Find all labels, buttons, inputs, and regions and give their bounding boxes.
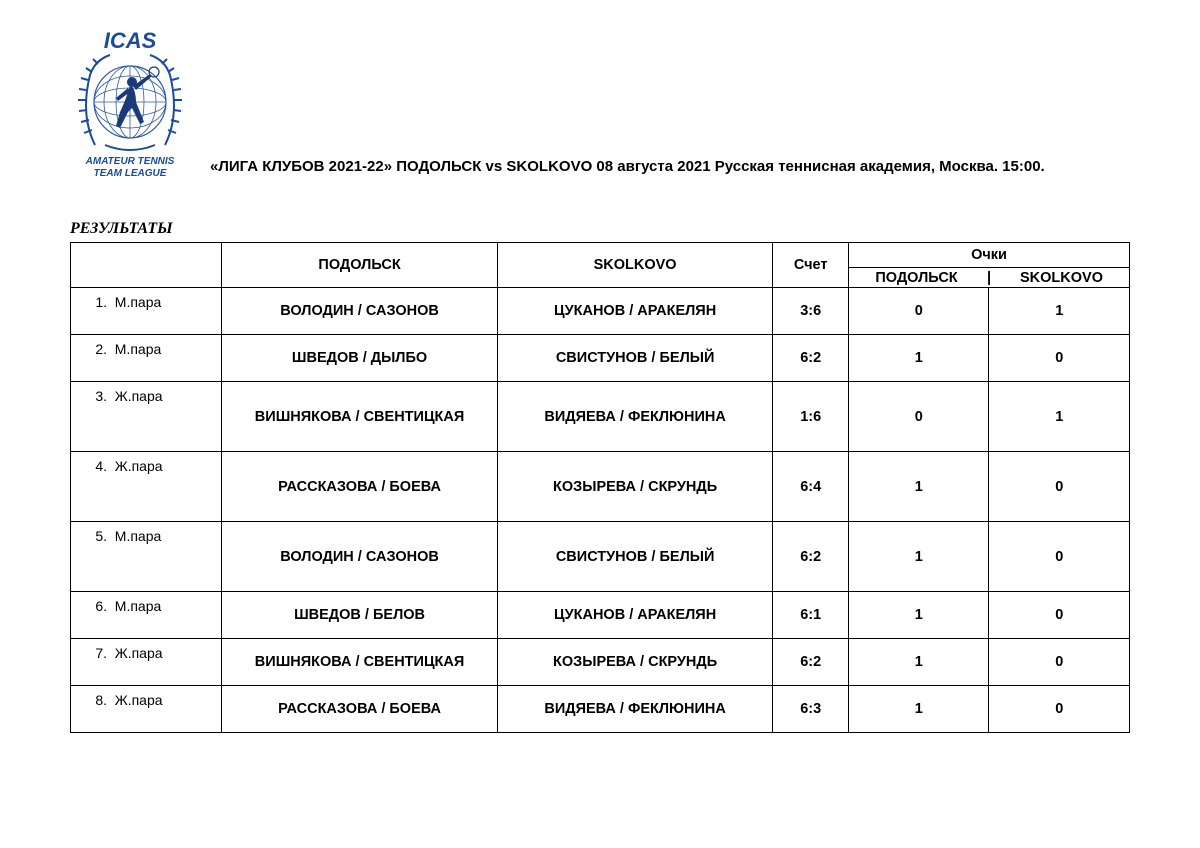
th-team-b: SKOLKOVO	[497, 243, 773, 288]
row-category: Ж.пара	[107, 692, 163, 708]
row-index-cell: 6. М.пара	[71, 592, 222, 639]
row-points-b: 0	[989, 592, 1130, 639]
table-row: 2. М.параШВЕДОВ / ДЫЛБОСВИСТУНОВ / БЕЛЫЙ…	[71, 335, 1130, 382]
logo-bottom-text1: AMATEUR TENNIS	[85, 156, 175, 167]
row-index: 8.	[79, 692, 107, 708]
row-team-a: ВОЛОДИН / САЗОНОВ	[222, 288, 498, 335]
row-points-a: 0	[849, 288, 989, 335]
results-table: ПОДОЛЬСК SKOLKOVO Счет Очки ПОДОЛЬСК | S…	[70, 242, 1130, 733]
row-score: 3:6	[773, 288, 849, 335]
row-team-a: ВОЛОДИН / САЗОНОВ	[222, 522, 498, 592]
row-score: 1:6	[773, 382, 849, 452]
row-index: 7.	[79, 645, 107, 661]
results-tbody: 1. М.параВОЛОДИН / САЗОНОВЦУКАНОВ / АРАК…	[71, 288, 1130, 733]
row-points-b: 0	[989, 452, 1130, 522]
th-points-sep: |	[984, 270, 994, 286]
row-team-b: ВИДЯЕВА / ФЕКЛЮНИНА	[497, 686, 773, 733]
th-points: Очки	[849, 243, 1130, 268]
row-index-cell: 5. М.пара	[71, 522, 222, 592]
header-row: ICAS	[70, 30, 1130, 185]
table-row: 7. Ж.параВИШНЯКОВА / СВЕНТИЦКАЯКОЗЫРЕВА …	[71, 639, 1130, 686]
row-index-cell: 2. М.пара	[71, 335, 222, 382]
row-index-cell: 1. М.пара	[71, 288, 222, 335]
row-team-b: ЦУКАНОВ / АРАКЕЛЯН	[497, 592, 773, 639]
logo-bottom-text2: TEAM LEAGUE	[94, 168, 167, 179]
row-category: М.пара	[107, 598, 161, 614]
table-row: 5. М.параВОЛОДИН / САЗОНОВСВИСТУНОВ / БЕ…	[71, 522, 1130, 592]
section-title: РЕЗУЛЬТАТЫ	[70, 220, 1130, 238]
table-row: 3. Ж.параВИШНЯКОВА / СВЕНТИЦКАЯВИДЯЕВА /…	[71, 382, 1130, 452]
row-points-a: 1	[849, 639, 989, 686]
row-index: 6.	[79, 598, 107, 614]
row-index-cell: 8. Ж.пара	[71, 686, 222, 733]
table-row: 8. Ж.параРАССКАЗОВА / БОЕВАВИДЯЕВА / ФЕК…	[71, 686, 1130, 733]
row-score: 6:2	[773, 522, 849, 592]
table-row: 4. Ж.параРАССКАЗОВА / БОЕВАКОЗЫРЕВА / СК…	[71, 452, 1130, 522]
row-index: 4.	[79, 458, 107, 474]
th-points-sub: ПОДОЛЬСК | SKOLKOVO	[849, 268, 1130, 288]
row-team-a: РАССКАЗОВА / БОЕВА	[222, 686, 498, 733]
row-index: 3.	[79, 388, 107, 404]
icas-logo: ICAS	[70, 30, 190, 185]
th-points-a: ПОДОЛЬСК	[849, 270, 984, 286]
logo-top-text: ICAS	[104, 30, 157, 53]
row-team-b: ВИДЯЕВА / ФЕКЛЮНИНА	[497, 382, 773, 452]
row-category: М.пара	[107, 528, 161, 544]
row-team-a: РАССКАЗОВА / БОЕВА	[222, 452, 498, 522]
row-team-b: КОЗЫРЕВА / СКРУНДЬ	[497, 639, 773, 686]
row-points-b: 0	[989, 522, 1130, 592]
th-points-b: SKOLKOVO	[994, 270, 1129, 286]
row-points-a: 0	[849, 382, 989, 452]
th-team-a: ПОДОЛЬСК	[222, 243, 498, 288]
th-blank	[71, 243, 222, 288]
row-team-b: ЦУКАНОВ / АРАКЕЛЯН	[497, 288, 773, 335]
row-points-b: 0	[989, 639, 1130, 686]
row-points-a: 1	[849, 522, 989, 592]
row-team-b: СВИСТУНОВ / БЕЛЫЙ	[497, 522, 773, 592]
row-team-a: ВИШНЯКОВА / СВЕНТИЦКАЯ	[222, 382, 498, 452]
row-points-b: 1	[989, 288, 1130, 335]
row-points-b: 1	[989, 382, 1130, 452]
row-index-cell: 4. Ж.пара	[71, 452, 222, 522]
row-score: 6:2	[773, 639, 849, 686]
row-score: 6:2	[773, 335, 849, 382]
row-points-a: 1	[849, 592, 989, 639]
row-index-cell: 7. Ж.пара	[71, 639, 222, 686]
row-score: 6:3	[773, 686, 849, 733]
row-team-a: ВИШНЯКОВА / СВЕНТИЦКАЯ	[222, 639, 498, 686]
table-row: 1. М.параВОЛОДИН / САЗОНОВЦУКАНОВ / АРАК…	[71, 288, 1130, 335]
row-points-a: 1	[849, 335, 989, 382]
row-points-b: 0	[989, 686, 1130, 733]
row-team-b: СВИСТУНОВ / БЕЛЫЙ	[497, 335, 773, 382]
row-category: М.пара	[107, 294, 161, 310]
table-row: 6. М.параШВЕДОВ / БЕЛОВЦУКАНОВ / АРАКЕЛЯ…	[71, 592, 1130, 639]
row-points-a: 1	[849, 452, 989, 522]
row-index: 1.	[79, 294, 107, 310]
row-category: М.пара	[107, 341, 161, 357]
th-score: Счет	[773, 243, 849, 288]
row-team-b: КОЗЫРЕВА / СКРУНДЬ	[497, 452, 773, 522]
row-index: 5.	[79, 528, 107, 544]
row-team-a: ШВЕДОВ / ДЫЛБО	[222, 335, 498, 382]
row-points-b: 0	[989, 335, 1130, 382]
row-points-a: 1	[849, 686, 989, 733]
row-score: 6:1	[773, 592, 849, 639]
row-category: Ж.пара	[107, 645, 163, 661]
page-title: «ЛИГА КЛУБОВ 2021-22» ПОДОЛЬСК vs SKOLKO…	[210, 158, 1045, 185]
row-index: 2.	[79, 341, 107, 357]
row-index-cell: 3. Ж.пара	[71, 382, 222, 452]
row-category: Ж.пара	[107, 458, 163, 474]
row-category: Ж.пара	[107, 388, 163, 404]
row-score: 6:4	[773, 452, 849, 522]
row-team-a: ШВЕДОВ / БЕЛОВ	[222, 592, 498, 639]
